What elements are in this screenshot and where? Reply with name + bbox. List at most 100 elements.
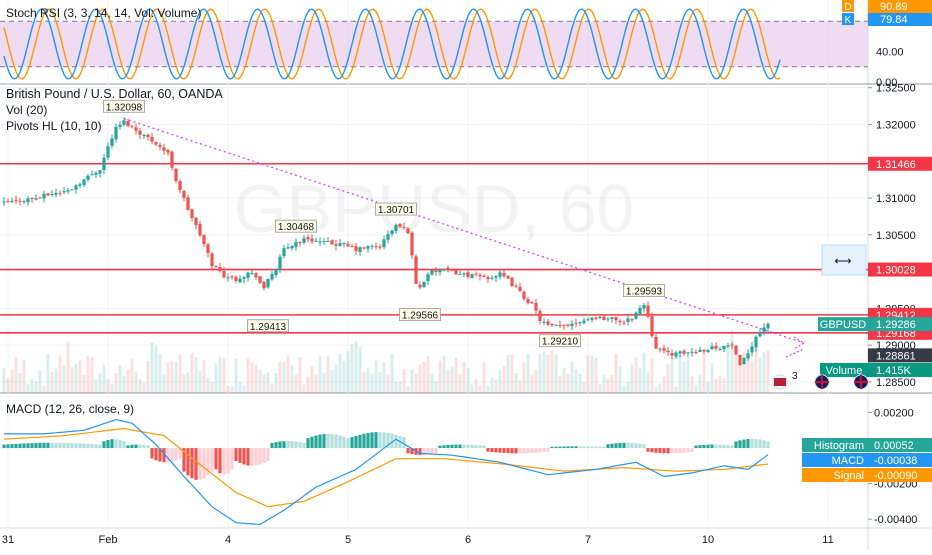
- vol-legend[interactable]: Vol (20): [6, 103, 48, 117]
- candle-body: [674, 352, 678, 357]
- macd-histogram-bar: [470, 444, 474, 449]
- volume-bar: [54, 368, 58, 393]
- macd-histogram-bar: [478, 445, 482, 449]
- candle-body: [202, 235, 206, 245]
- volume-bar: [78, 360, 82, 393]
- candle-body: [606, 318, 610, 320]
- volume-bar: [158, 353, 162, 393]
- candle-body: [402, 226, 406, 228]
- volume-bar: [262, 374, 266, 393]
- macd-label-box: [802, 453, 868, 467]
- candle-body: [734, 345, 738, 355]
- macd-histogram-bar: [34, 442, 38, 449]
- pivots-legend[interactable]: Pivots HL (10, 10): [6, 119, 102, 133]
- candle-body: [34, 198, 38, 200]
- volume-bar: [742, 351, 746, 393]
- macd-histogram-bar: [634, 443, 638, 449]
- symbol-title[interactable]: British Pound / U.S. Dollar, 60, OANDA: [6, 87, 223, 101]
- candle-body: [270, 274, 274, 280]
- candle-body: [466, 272, 470, 278]
- macd-histogram-bar: [454, 444, 458, 449]
- volume-bar: [414, 373, 418, 393]
- macd-histogram-bar: [430, 448, 434, 455]
- candle-body: [290, 245, 294, 249]
- pivot-label-box: [539, 334, 581, 348]
- candle-body: [462, 273, 466, 275]
- macd-histogram-bar: [598, 446, 602, 449]
- macd-histogram-bar: [22, 443, 26, 449]
- candle-body: [666, 350, 670, 353]
- macd-histogram-bar: [566, 446, 570, 449]
- candle-body: [370, 245, 374, 247]
- macd-histogram-bar: [50, 442, 54, 449]
- volume-bar: [306, 376, 310, 393]
- candle-body: [26, 198, 30, 203]
- macd-histogram-bar: [766, 441, 770, 449]
- candle-body: [230, 276, 234, 278]
- volume-bar: [682, 361, 686, 393]
- candle-body: [286, 247, 290, 249]
- candle-body: [386, 234, 390, 240]
- candle-body: [630, 319, 634, 321]
- macd-histogram-bar: [294, 441, 298, 449]
- volume-bar: [750, 360, 754, 393]
- volume-value: 1.415K: [876, 365, 912, 377]
- macd-histogram-bar: [250, 448, 254, 466]
- volume-bar: [70, 367, 74, 393]
- volume-bar: [662, 376, 666, 393]
- macd-histogram-bar: [674, 448, 678, 454]
- stoch-k-value: 79.84: [880, 14, 908, 26]
- candle-body: [82, 179, 86, 186]
- volume-bar: [470, 383, 474, 393]
- macd-histogram-bar: [302, 442, 306, 449]
- pivot-label: 1.30468: [278, 222, 315, 233]
- candle-body: [206, 244, 210, 253]
- trendline-layer[interactable]: [123, 117, 806, 358]
- candle-body: [534, 302, 538, 311]
- macd-histogram-bar: [330, 434, 334, 449]
- volume-bar: [426, 356, 430, 393]
- macd-histogram-bar: [42, 442, 46, 449]
- volume-bars: [2, 330, 770, 393]
- macd-histogram-bar: [658, 448, 662, 454]
- last-price-badge-box: [868, 317, 932, 332]
- macd-histogram-bar: [538, 448, 542, 453]
- volume-bar: [542, 350, 546, 393]
- price-tick-label: 1.32500: [876, 83, 916, 95]
- macd-legend[interactable]: MACD (12, 26, close, 9): [6, 402, 135, 416]
- volume-bar: [142, 382, 146, 393]
- volume-bar: [418, 364, 422, 393]
- macd-histogram-bar: [310, 436, 314, 449]
- axis-badges: D 90.89K 79.841.314661.300281.294121.29168…: [802, 0, 932, 482]
- volume-bar: [110, 383, 114, 393]
- macd-histogram-bar: [234, 448, 238, 461]
- volume-bar: [630, 364, 634, 393]
- volume-bar: [594, 357, 598, 393]
- volume-bar: [10, 369, 14, 393]
- volume-bar: [214, 363, 218, 393]
- volume-bar: [438, 360, 442, 393]
- candle-body: [634, 312, 638, 319]
- pivot-label: 1.29566: [402, 311, 439, 322]
- candle-body: [42, 193, 46, 199]
- level-price-badge-box: [868, 156, 932, 171]
- macd-histogram-bar: [254, 448, 258, 466]
- candle-body: [142, 134, 146, 136]
- macd-histogram-bar: [650, 448, 654, 453]
- candle-body: [482, 275, 486, 277]
- candle-body: [314, 240, 318, 242]
- macd-histogram-bar: [706, 444, 710, 449]
- candle-body: [450, 269, 454, 271]
- level-price-badge: 1.31466: [876, 159, 916, 171]
- volume-bar: [478, 385, 482, 393]
- macd-histogram-bar: [346, 438, 350, 449]
- macd-histogram-bar: [58, 442, 62, 449]
- stoch-rsi-legend[interactable]: Stoch RSI (3, 3, 14, 14, Vol: Volume): [6, 6, 202, 20]
- macd-histogram-bar: [662, 448, 666, 454]
- candle-body: [702, 349, 706, 352]
- candle-body: [182, 190, 186, 198]
- macd-histogram-bar: [338, 435, 342, 449]
- volume-bar: [210, 381, 214, 393]
- candle-body: [682, 350, 686, 354]
